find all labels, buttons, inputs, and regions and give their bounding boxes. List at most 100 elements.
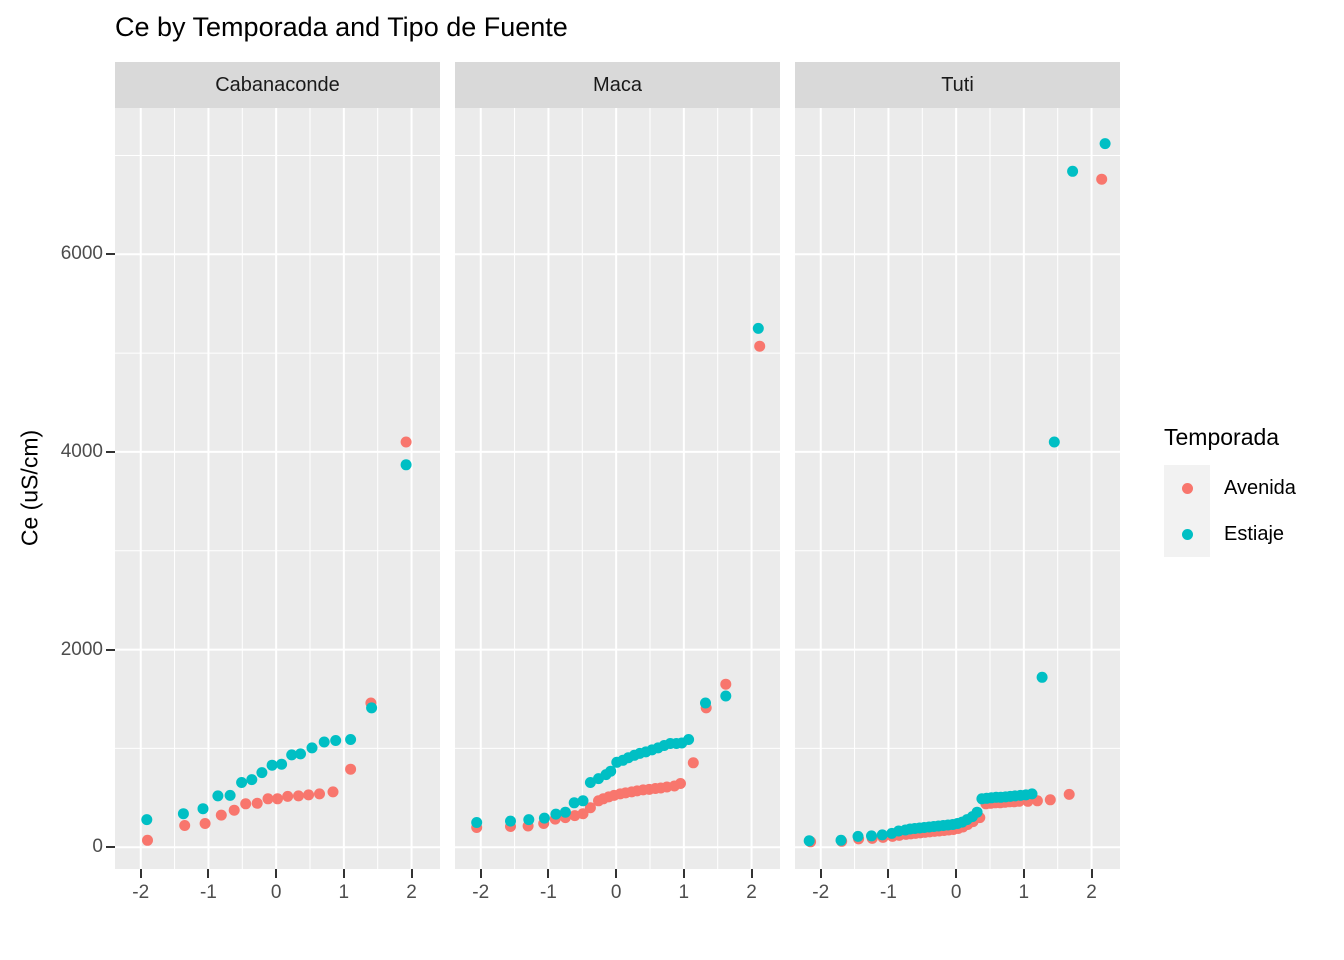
x-tick-mark xyxy=(682,869,685,878)
legend-point-icon xyxy=(1181,482,1193,494)
data-point-estiaje xyxy=(876,829,888,841)
x-tick-mark xyxy=(139,869,142,878)
data-point-avenida xyxy=(179,820,191,831)
x-tick-label: 1 xyxy=(338,882,350,903)
legend-items: Avenida Estiaje xyxy=(1164,465,1296,557)
data-point-estiaje xyxy=(971,806,983,818)
data-point-estiaje xyxy=(266,759,278,771)
data-point-estiaje xyxy=(568,797,580,809)
y-axis-title: Ce (uS/cm) xyxy=(16,429,43,547)
legend-key-box xyxy=(1164,465,1210,511)
data-point-avenida xyxy=(675,778,686,789)
facet-panel-tuti xyxy=(795,108,1120,869)
facet-panel-cabanaconde xyxy=(115,108,440,869)
data-point-estiaje xyxy=(276,758,288,770)
data-point-estiaje xyxy=(835,834,847,846)
data-point-estiaje xyxy=(366,702,378,714)
x-tick-label: 2 xyxy=(1086,882,1097,903)
x-tick-label: 2 xyxy=(746,882,757,903)
data-point-estiaje xyxy=(700,697,711,709)
x-tick-mark xyxy=(479,869,482,878)
y-tick-mark xyxy=(106,648,115,651)
data-point-avenida xyxy=(687,757,699,769)
x-tick-label: -2 xyxy=(132,882,150,903)
data-point-estiaje xyxy=(400,459,412,471)
facet-panel-maca xyxy=(455,108,780,869)
data-point-avenida xyxy=(400,436,412,448)
data-point-estiaje xyxy=(224,789,236,801)
data-point-estiaje xyxy=(471,817,483,828)
data-point-estiaje xyxy=(318,736,330,748)
x-tick-mark xyxy=(819,869,822,878)
facet-strip-tuti: Tuti xyxy=(795,62,1120,108)
data-point-estiaje xyxy=(605,765,617,777)
data-point-estiaje xyxy=(1026,788,1038,800)
data-point-estiaje xyxy=(1067,165,1079,177)
y-tick-label: 6000 xyxy=(60,243,103,265)
panel-svg-cabanaconde xyxy=(115,108,440,869)
x-tick-mark xyxy=(275,869,278,878)
x-tick-mark xyxy=(207,869,210,878)
x-tick-mark xyxy=(887,869,890,878)
data-point-estiaje xyxy=(306,742,318,754)
data-point-estiaje xyxy=(236,777,248,788)
y-tick-label: 4000 xyxy=(60,440,103,462)
x-tick-label: 1 xyxy=(678,882,690,903)
data-point-avenida xyxy=(754,340,766,352)
y-tick-mark xyxy=(106,450,115,453)
data-point-estiaje xyxy=(1099,138,1111,150)
data-point-estiaje xyxy=(1036,671,1048,683)
data-point-estiaje xyxy=(286,749,298,761)
data-point-avenida xyxy=(569,810,581,822)
data-point-estiaje xyxy=(803,835,815,847)
data-point-estiaje xyxy=(197,803,209,815)
legend-key-box xyxy=(1164,511,1210,557)
data-point-avenida xyxy=(1063,788,1075,800)
x-tick-mark xyxy=(547,869,550,878)
y-tick-mark xyxy=(106,253,115,256)
data-point-avenida xyxy=(293,790,304,802)
x-tick-label: -1 xyxy=(879,882,897,903)
data-point-estiaje xyxy=(852,830,864,842)
data-point-estiaje xyxy=(577,795,589,807)
data-point-avenida xyxy=(577,808,589,820)
data-point-avenida xyxy=(262,793,274,805)
data-point-estiaje xyxy=(1048,436,1060,448)
data-point-estiaje xyxy=(505,815,516,827)
legend: Temporada Avenida Estiaje xyxy=(1164,424,1296,557)
x-tick-mark xyxy=(955,869,958,878)
x-tick-label: 0 xyxy=(950,882,962,903)
facet-strip-maca: Maca xyxy=(455,62,780,108)
data-point-estiaje xyxy=(330,735,342,746)
x-tick-label: -2 xyxy=(812,882,830,903)
data-point-estiaje xyxy=(295,748,306,760)
data-point-avenida xyxy=(1044,794,1056,806)
data-point-estiaje xyxy=(523,814,535,826)
data-point-estiaje xyxy=(177,808,189,820)
data-point-estiaje xyxy=(538,812,550,824)
x-tick-label: 2 xyxy=(406,882,417,903)
chart-title: Ce by Temporada and Tipo de Fuente xyxy=(115,12,568,42)
data-point-avenida xyxy=(345,763,357,775)
data-point-avenida xyxy=(314,788,325,800)
x-tick-label: -2 xyxy=(472,882,490,903)
legend-item-label: Avenida xyxy=(1224,476,1296,499)
y-tick-label: 0 xyxy=(92,836,103,858)
panel-svg-maca xyxy=(455,108,780,869)
data-point-estiaje xyxy=(212,790,224,802)
x-tick-label: -1 xyxy=(539,882,557,903)
x-tick-mark xyxy=(342,869,345,878)
data-point-avenida xyxy=(240,798,252,810)
data-point-estiaje xyxy=(550,808,562,820)
y-tick-mark xyxy=(106,846,115,849)
legend-title: Temporada xyxy=(1164,424,1280,450)
data-point-estiaje xyxy=(141,814,153,826)
facet-strip-cabanaconde: Cabanaconde xyxy=(115,62,440,108)
legend-point-icon xyxy=(1181,528,1193,540)
data-point-avenida xyxy=(303,789,315,801)
legend-item-estiaje: Estiaje xyxy=(1164,511,1296,557)
data-point-avenida xyxy=(142,834,153,846)
data-point-avenida xyxy=(1096,173,1108,185)
x-tick-mark xyxy=(1090,869,1093,878)
